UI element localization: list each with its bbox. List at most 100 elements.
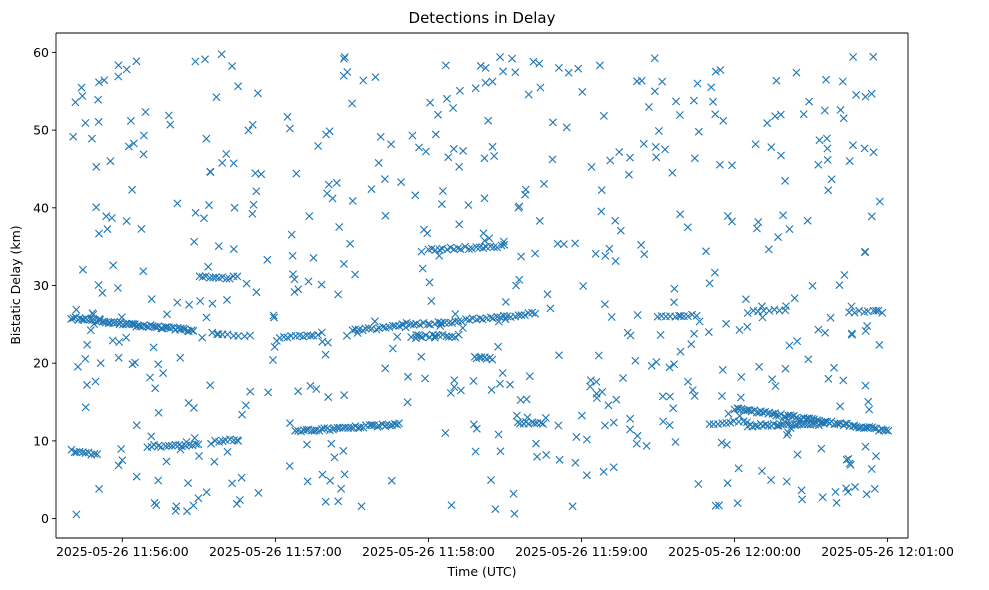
data-point [457,317,466,326]
data-point [688,310,697,319]
data-point [189,403,198,412]
data-point [372,325,381,334]
data-point [654,127,663,135]
data-point [824,186,833,195]
data-point [367,185,376,194]
data-point [529,57,538,66]
data-point [234,437,243,445]
data-point [409,320,418,329]
data-point [687,340,696,349]
data-point [417,247,426,256]
data-point [314,142,323,150]
data-point [852,90,861,99]
data-point [356,423,365,432]
data-point [465,245,473,253]
data-point [805,97,814,106]
data-point [711,501,720,510]
data-point [872,452,880,461]
data-point [427,297,436,305]
data-point [292,169,301,178]
data-point [707,83,716,92]
data-point [472,354,481,363]
data-point [454,317,463,326]
data-point [391,321,400,330]
data-point [451,333,460,342]
data-point [793,450,802,459]
data-point [536,83,545,92]
data-point [234,82,243,91]
data-point [438,187,447,195]
data-point [139,150,148,159]
data-point [865,405,874,414]
data-point [494,342,503,351]
data-point [711,110,720,119]
data-point [861,92,870,101]
data-point [323,189,332,198]
data-point [381,211,390,220]
data-point [132,421,141,430]
data-point [351,270,360,279]
data-point [626,414,635,423]
data-point [324,393,333,402]
data-point [672,97,680,106]
data-point [767,143,776,152]
data-point [772,411,781,420]
data-point [71,98,80,107]
data-point [132,322,141,331]
data-point [324,180,333,189]
data-point [861,248,869,257]
data-point [493,312,502,321]
data-point [254,488,263,497]
data-point [218,273,227,282]
data-point [861,423,870,432]
data-point [222,150,231,158]
data-point [270,313,278,322]
data-point [626,425,635,434]
data-point [841,419,850,428]
data-point [833,419,841,428]
data-point [650,54,659,63]
data-point [846,460,855,469]
data-point [339,71,348,80]
data-point [102,212,111,221]
data-point [765,306,774,315]
data-point [543,290,552,299]
data-point [241,401,250,410]
data-point [734,404,743,413]
data-point [141,108,150,116]
data-point [592,377,601,386]
data-point [287,230,296,239]
data-point [564,68,573,77]
data-point [784,428,793,437]
data-point [388,344,397,353]
data-point [469,377,478,385]
data-point [139,267,148,276]
data-point [164,441,173,450]
data-point [718,365,727,374]
data-point [499,67,508,76]
data-point [555,351,563,360]
data-point [501,298,510,306]
data-point [477,353,486,362]
data-point [306,331,315,340]
data-point [322,130,331,139]
data-point [229,272,238,281]
data-point [415,143,423,152]
data-point [411,334,420,343]
data-point [665,421,674,430]
data-point [496,53,505,62]
data-point [764,245,773,254]
data-point [340,53,349,61]
data-point [248,209,257,218]
data-point [790,294,799,303]
data-point [202,313,211,322]
data-point [626,153,634,162]
data-point [67,314,76,323]
data-point [107,214,116,222]
data-point [814,325,823,334]
chart-title: Detections in Delay [409,9,556,27]
data-point [670,298,678,307]
data-point [656,331,665,339]
data-point [348,99,357,108]
